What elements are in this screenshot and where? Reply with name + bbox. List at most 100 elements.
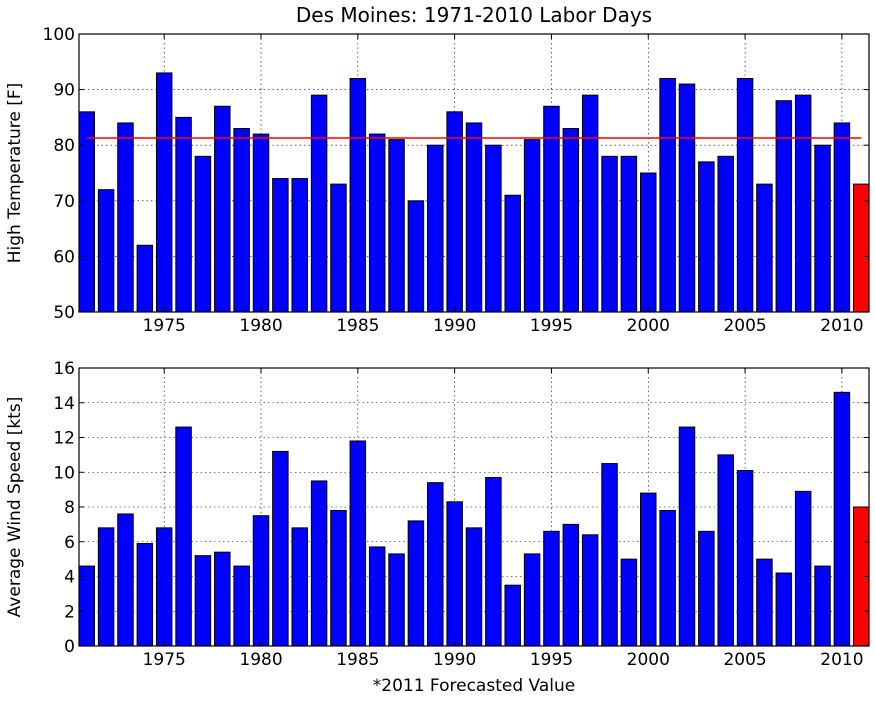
bar [814, 565, 831, 647]
bar [814, 144, 831, 313]
bar [97, 189, 115, 313]
x-tick-label: 2010 [820, 650, 863, 670]
x-tick-label: 1975 [143, 316, 186, 336]
bar [833, 122, 851, 313]
y-tick-label: 70 [53, 192, 75, 212]
y-tick-label: 10 [53, 463, 75, 483]
bar [117, 122, 134, 313]
bar [368, 546, 386, 647]
bar [349, 440, 367, 647]
bar [310, 94, 328, 313]
bar [233, 565, 250, 647]
bar [775, 572, 793, 647]
x-tick-label: 1975 [143, 650, 186, 670]
bar [214, 105, 231, 313]
x-tick-label: 2010 [820, 316, 863, 336]
bar [175, 426, 192, 647]
bar [833, 391, 851, 647]
bar [485, 144, 502, 313]
bar [678, 426, 696, 647]
bar [698, 530, 715, 647]
bar [523, 553, 541, 647]
bar [291, 527, 308, 647]
bar [640, 172, 657, 313]
bar [330, 183, 347, 313]
bar [252, 133, 270, 313]
y-tick-label: 100 [43, 25, 75, 45]
x-tick-label: 1980 [239, 316, 282, 336]
bar [659, 509, 676, 647]
bar [465, 527, 483, 647]
y-tick-label: 60 [53, 247, 75, 267]
y-tick-label: 90 [53, 81, 75, 101]
bar [330, 509, 347, 647]
y-axis-label: High Temperature [F] [5, 83, 25, 264]
bar [175, 116, 192, 313]
bar [388, 553, 405, 647]
bar [291, 178, 308, 313]
y-axis-label: Average Wind Speed [kts] [5, 397, 25, 618]
bar [756, 183, 773, 313]
x-tick-label: 1995 [530, 316, 573, 336]
bar [698, 161, 715, 313]
bar [427, 144, 444, 313]
bar [407, 520, 425, 647]
x-tick-label: 1985 [336, 650, 379, 670]
bar [310, 480, 328, 647]
bar [272, 178, 289, 313]
wind-speed-panel: 0 2 4 6 8 10 12 14 16 1975 1980 1985 1990 1995 2000 200… [5, 359, 870, 670]
bar [194, 555, 212, 647]
x-tick-label: 2005 [723, 650, 766, 670]
x-tick-label: 1990 [433, 316, 476, 336]
bar [620, 558, 638, 647]
bar [717, 454, 734, 647]
bar [136, 542, 154, 647]
y-tick-label: 6 [64, 533, 75, 553]
bar [601, 463, 618, 647]
x-tick-label: 1980 [239, 650, 282, 670]
bar [736, 77, 754, 313]
y-tick-label: 2 [64, 602, 75, 622]
x-tick-label: 2000 [627, 650, 670, 670]
bar [252, 515, 270, 647]
bar [78, 565, 95, 647]
chart-title: Des Moines: 1971-2010 Labor Days [296, 3, 652, 27]
bar [233, 128, 250, 313]
y-tick-label: 12 [53, 429, 75, 449]
bar [756, 558, 773, 647]
bar [427, 482, 444, 647]
x-tick-label: 1985 [336, 316, 379, 336]
bar [562, 523, 580, 647]
bar [775, 100, 793, 313]
bar [794, 490, 812, 647]
bar [117, 513, 134, 647]
y-tick-label: 80 [53, 136, 75, 156]
bar [736, 470, 754, 647]
y-tick-label: 50 [53, 303, 75, 323]
y-tick-label: 4 [64, 568, 75, 588]
bar [543, 105, 560, 313]
bar [446, 111, 463, 313]
forecast-footnote: *2011 Forecasted Value [373, 676, 575, 696]
x-tick-label: 1990 [433, 650, 476, 670]
y-tick-label: 8 [64, 498, 75, 518]
x-tick-label: 2000 [627, 316, 670, 336]
bar [640, 492, 657, 647]
bar [155, 527, 173, 647]
bar [155, 72, 173, 313]
bar [562, 128, 580, 313]
y-tick-label: 14 [53, 394, 75, 414]
bar [136, 244, 154, 313]
bar [543, 530, 560, 647]
bar [407, 200, 425, 313]
bar [678, 83, 696, 313]
bar [601, 155, 618, 313]
axes-frame [78, 33, 870, 313]
y-tick-label: 16 [53, 359, 75, 379]
bar [485, 476, 502, 647]
bar [504, 584, 521, 647]
y-tick-label: 0 [64, 637, 75, 657]
bar [794, 94, 812, 313]
